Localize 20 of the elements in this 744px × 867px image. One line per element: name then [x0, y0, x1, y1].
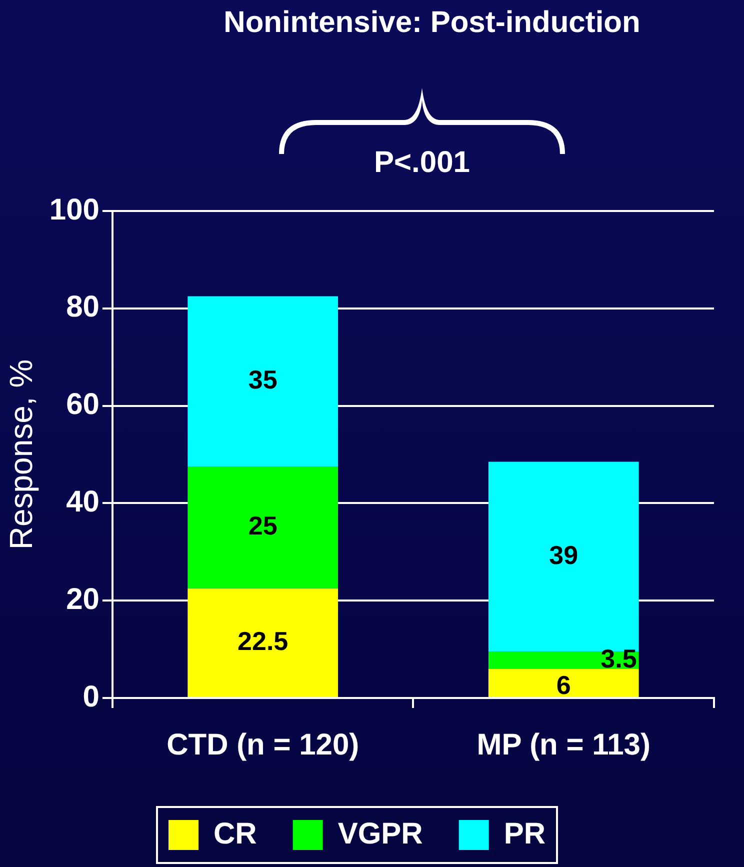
data-label: 22.5 [238, 626, 288, 656]
data-label: 3.5 [600, 643, 637, 674]
y-tick-label: 40 [66, 485, 100, 518]
data-label: 6 [556, 670, 571, 700]
text: P<.001 [373, 146, 471, 180]
legend-label: VGPR [338, 817, 424, 850]
data-label: 39 [549, 540, 578, 570]
chart-title: Nonintensive: Post-induction [222, 6, 642, 40]
x-tick-label: MP (n = 113) [476, 728, 650, 762]
legend-label: CR [213, 817, 258, 850]
legend-label: PR [504, 817, 546, 850]
y-tick-label: 20 [66, 582, 100, 616]
data-label: 35 [248, 364, 278, 395]
data-label: 25 [248, 510, 278, 541]
y-tick-label: 100 [49, 193, 100, 226]
y-tick-label: 80 [66, 290, 100, 324]
y-tick-label: 60 [66, 388, 100, 422]
y-axis-title: Response, % [3, 359, 40, 550]
x-tick-label: CTD (n = 120) [166, 728, 360, 762]
y-tick-label: 0 [82, 680, 100, 714]
